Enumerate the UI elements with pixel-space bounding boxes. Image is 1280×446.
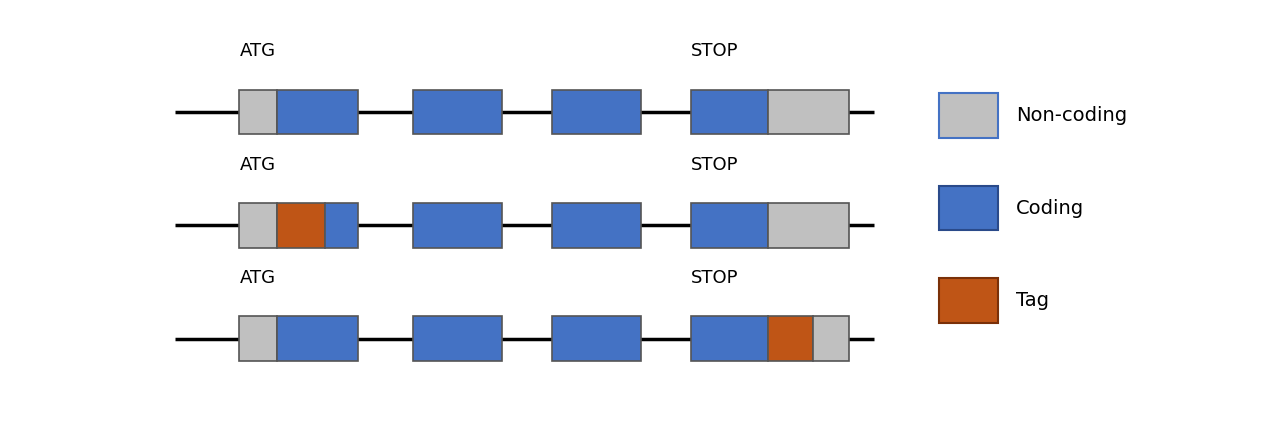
- Bar: [239, 90, 276, 134]
- Text: ATG: ATG: [239, 156, 275, 174]
- Bar: [691, 203, 768, 248]
- Bar: [552, 90, 641, 134]
- Text: Tag: Tag: [1016, 291, 1050, 310]
- Text: Coding: Coding: [1016, 198, 1084, 218]
- Bar: [413, 316, 502, 361]
- Bar: [938, 186, 998, 231]
- Bar: [768, 203, 850, 248]
- Text: Non-coding: Non-coding: [1016, 106, 1128, 125]
- Bar: [552, 203, 641, 248]
- Bar: [938, 278, 998, 323]
- Bar: [413, 90, 502, 134]
- Bar: [276, 316, 358, 361]
- Text: STOP: STOP: [691, 156, 739, 174]
- Bar: [413, 203, 502, 248]
- Text: ATG: ATG: [239, 42, 275, 60]
- Bar: [239, 316, 276, 361]
- Bar: [768, 90, 850, 134]
- Bar: [768, 316, 813, 361]
- Bar: [938, 93, 998, 138]
- Bar: [552, 316, 641, 361]
- Text: STOP: STOP: [691, 42, 739, 60]
- Bar: [813, 316, 850, 361]
- Bar: [276, 90, 358, 134]
- Bar: [691, 90, 768, 134]
- Bar: [276, 203, 325, 248]
- Bar: [325, 203, 358, 248]
- Text: ATG: ATG: [239, 269, 275, 287]
- Text: STOP: STOP: [691, 269, 739, 287]
- Bar: [239, 203, 276, 248]
- Bar: [691, 316, 768, 361]
